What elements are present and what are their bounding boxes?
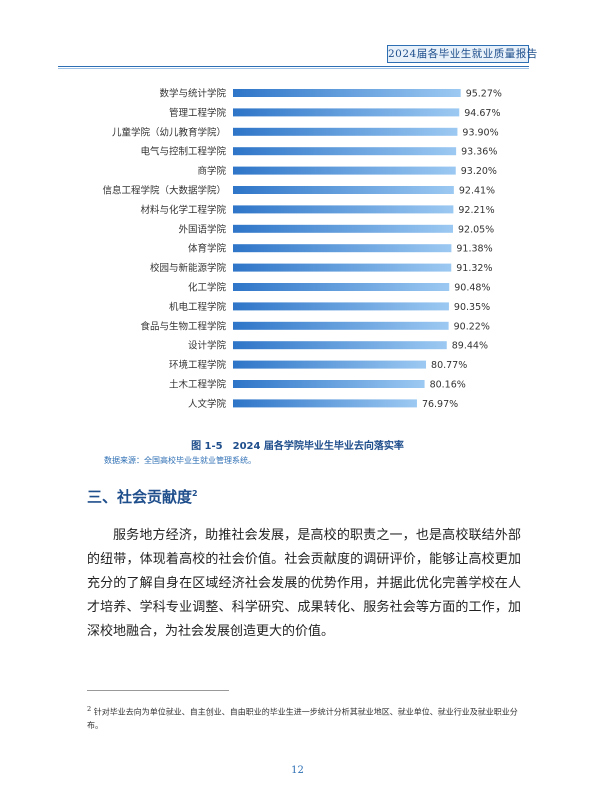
bar <box>233 166 456 175</box>
value-label: 95.27% <box>466 89 502 100</box>
bar <box>233 283 450 291</box>
value-label: 93.36% <box>461 147 497 158</box>
category-label: 校园与新能源学院 <box>150 262 227 274</box>
bar <box>233 224 453 233</box>
category-label: 化工学院 <box>188 282 227 294</box>
value-label: 92.41% <box>459 186 495 197</box>
header-rule-secondary <box>58 68 529 69</box>
footnote-ref: 2 <box>192 489 198 498</box>
bar <box>233 321 449 330</box>
bar <box>233 302 449 311</box>
category-label: 材料与化学工程学院 <box>140 204 226 216</box>
category-label: 数学与统计学院 <box>159 88 226 100</box>
placement-rate-bar-chart: 数学与统计学院 95.27% 管理工程学院 94.67% 儿童学院（幼儿教育学院） 93.… <box>102 88 501 410</box>
page-number: 12 <box>291 765 304 776</box>
category-label: 体育学院 <box>188 243 227 255</box>
value-label: 90.35% <box>454 302 490 313</box>
category-label: 管理工程学院 <box>169 107 227 119</box>
value-label: 80.77% <box>431 360 467 371</box>
figure-source: 数据来源：全国高校毕业生就业管理系统。 <box>104 456 256 465</box>
section-title: 三、社会贡献度 <box>87 488 193 506</box>
value-label: 80.16% <box>430 380 466 391</box>
bar <box>233 205 454 214</box>
footnote-rule <box>87 690 229 691</box>
value-label: 93.90% <box>462 127 498 138</box>
footnote-text: 针对毕业去向为单位就业、自主创业、自由职业的毕业生进一步统计分析其就业地区、就业… <box>87 707 518 730</box>
value-label: 91.38% <box>456 244 492 255</box>
category-label: 土木工程学院 <box>169 379 227 391</box>
bar <box>233 186 454 194</box>
value-label: 91.32% <box>456 263 492 274</box>
category-label: 儿童学院（幼儿教育学院） <box>112 126 226 138</box>
value-label: 92.05% <box>458 224 494 235</box>
category-label: 人文学院 <box>188 398 227 410</box>
section-paragraph: 服务地方经济，助推社会发展，是高校的职责之一，也是高校联结外部的纽带，体现着高校… <box>87 528 521 639</box>
bar <box>233 89 461 97</box>
category-label: 食品与生物工程学院 <box>140 320 226 332</box>
value-label: 90.22% <box>454 321 490 332</box>
category-label: 机电工程学院 <box>169 301 227 313</box>
bar <box>233 341 447 350</box>
category-label: 商学院 <box>197 165 226 177</box>
category-label: 信息工程学院（大数据学院） <box>102 185 226 197</box>
value-label: 94.67% <box>464 108 500 119</box>
footnote-mark: 2 <box>87 705 92 713</box>
value-label: 93.20% <box>461 166 497 177</box>
bar <box>233 360 427 369</box>
value-label: 90.48% <box>454 283 490 294</box>
report-title: 2024届各毕业生就业质量报告 <box>388 48 538 60</box>
running-header: 2024届各毕业生就业质量报告 <box>387 45 537 65</box>
figure-caption: 图 1-5 2024 届各学院毕业生毕业去向落实率 <box>191 441 404 452</box>
report-title-box: 2024届各毕业生就业质量报告 <box>387 45 537 63</box>
category-label: 电气与控制工程学院 <box>140 146 226 158</box>
bar <box>233 263 452 272</box>
bar <box>233 127 458 136</box>
category-label: 环境工程学院 <box>169 359 227 371</box>
category-label: 外国语学院 <box>178 223 226 235</box>
bar <box>233 147 457 156</box>
header-rule <box>58 66 529 67</box>
bar <box>233 380 425 388</box>
section-heading: 三、社会贡献度2 <box>87 486 198 507</box>
value-label: 76.97% <box>422 399 458 410</box>
footnote: 2 针对毕业去向为单位就业、自主创业、自由职业的毕业生进一步统计分析其就业地区、… <box>87 703 527 732</box>
bar <box>233 399 417 408</box>
category-label: 设计学院 <box>188 340 227 352</box>
bar <box>233 108 460 117</box>
bar <box>233 244 452 253</box>
value-label: 89.44% <box>452 341 488 352</box>
chart-bars: 数学与统计学院 95.27% 管理工程学院 94.67% 儿童学院（幼儿教育学院） 93.… <box>102 88 501 410</box>
value-label: 92.21% <box>458 205 494 216</box>
